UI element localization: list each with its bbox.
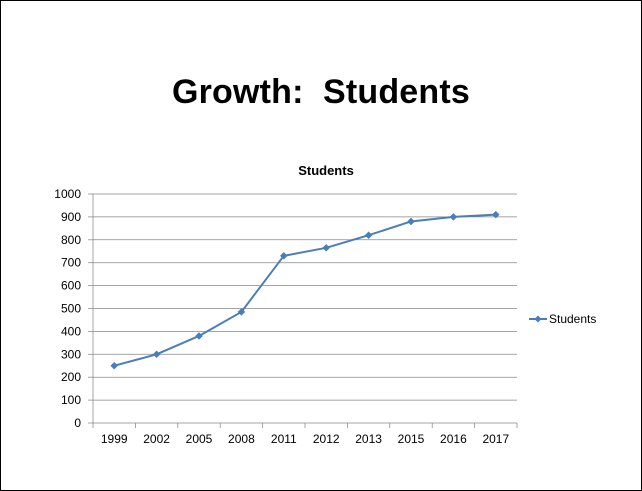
x-tick-label-2012: 2012 [313,432,340,446]
data-point-2017 [491,210,500,219]
data-point-2012 [322,243,331,252]
x-tick-label-2011: 2011 [271,432,297,446]
x-tick-label-2013: 2013 [355,432,382,446]
series-group [110,210,500,370]
gridlines [93,193,517,401]
y-axis-ticks: 0 100 200 300 400 500 600 700 800 900 1000 [54,187,93,430]
data-point-2008 [237,308,246,316]
series-line-students [113,213,496,367]
y-tick-label-600: 600 [61,279,81,293]
x-tick-label-2008: 2008 [228,432,255,446]
data-point-2011 [279,251,288,260]
legend: Students [529,312,596,326]
data-point-2015 [407,217,415,226]
x-tick-label-2016: 2016 [440,432,467,446]
x-tick-label-1999: 1999 [101,432,128,446]
x-tick-label-2015: 2015 [398,432,425,446]
legend-label: Students [549,312,596,326]
y-tick-label-500: 500 [61,302,81,316]
x-axis-ticks: 1999 2002 2005 2008 2011 2012 2013 2015 2016 2017 [92,423,518,446]
x-tick-label-2005: 2005 [186,432,213,446]
y-tick-label-100: 100 [61,393,81,407]
y-tick-label-200: 200 [61,370,81,384]
data-point-2016 [449,213,458,221]
chart-title: Students [298,163,354,178]
data-point-2002 [152,350,161,359]
y-tick-label-800: 800 [61,233,81,247]
y-tick-label-300: 300 [61,347,81,361]
y-tick-label-0: 0 [74,416,81,430]
y-tick-label-700: 700 [61,256,81,270]
legend-marker [534,315,542,323]
x-tick-label-2002: 2002 [143,432,170,446]
y-tick-label-400: 400 [61,324,81,338]
data-point-2005 [195,332,203,340]
slide-title: Growth: Students [171,73,471,111]
x-tick-label-2017: 2017 [482,432,509,446]
y-tick-label-1000: 1000 [54,187,81,201]
y-tick-label-900: 900 [61,210,81,224]
data-point-1999 [110,361,119,370]
data-point-2013 [364,231,373,240]
